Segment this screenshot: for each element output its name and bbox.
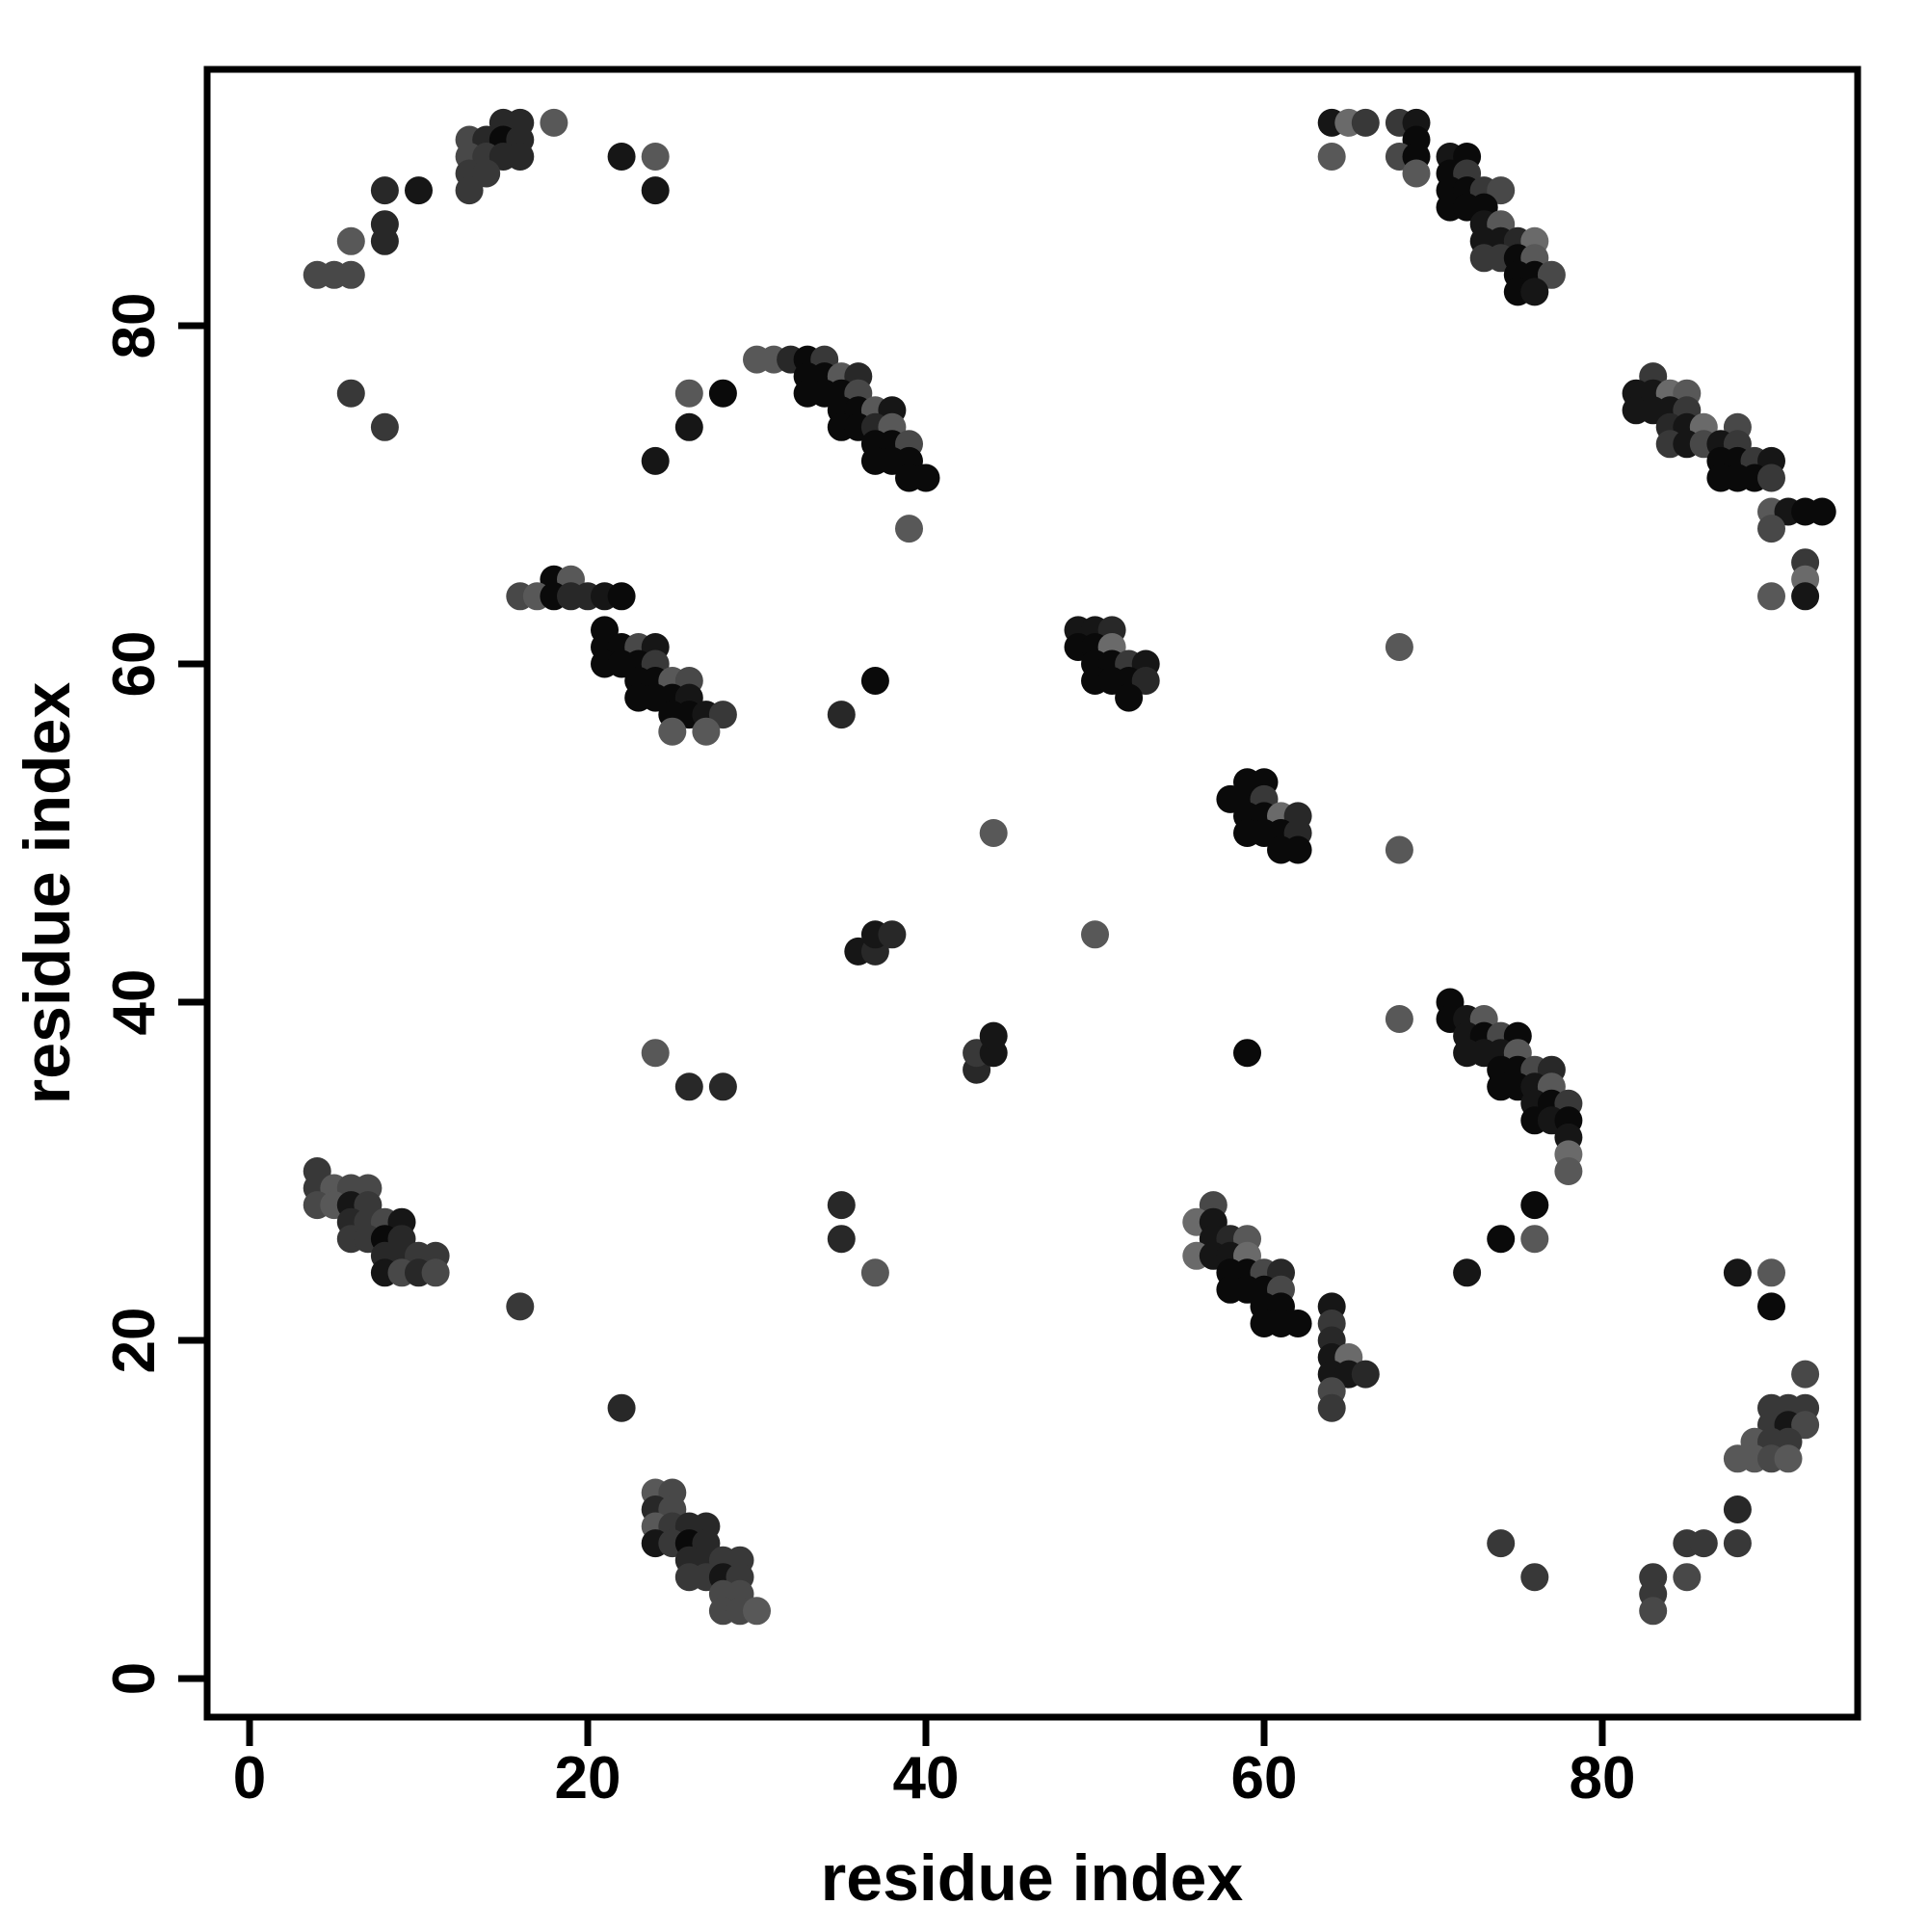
data-point: [674, 1072, 703, 1101]
data-points: [303, 108, 1836, 1626]
data-point: [1791, 582, 1820, 611]
y-axis-title: residue index: [11, 682, 84, 1105]
data-point: [674, 379, 703, 408]
data-point: [1757, 582, 1785, 611]
y-tick-label: 40: [101, 969, 168, 1036]
data-point: [911, 463, 940, 492]
data-point: [860, 667, 889, 695]
data-point: [506, 143, 535, 171]
data-point: [540, 108, 568, 137]
data-point: [1791, 1360, 1820, 1389]
data-point: [1385, 633, 1413, 661]
data-point: [1317, 1393, 1346, 1422]
data-point: [1757, 1292, 1785, 1321]
data-point: [708, 379, 737, 408]
data-point: [1487, 1225, 1516, 1254]
data-point: [1723, 1495, 1752, 1523]
data-point: [370, 176, 399, 205]
x-axis-title: residue index: [821, 1841, 1244, 1915]
data-point: [1723, 1258, 1752, 1287]
data-point: [1520, 1191, 1549, 1220]
data-point: [979, 1021, 1008, 1050]
data-point: [979, 819, 1008, 847]
data-point: [1351, 1360, 1380, 1389]
data-point: [1673, 1563, 1702, 1592]
data-point: [1723, 1529, 1752, 1558]
data-point: [1520, 278, 1549, 306]
y-tick-label: 80: [101, 293, 168, 359]
data-point: [1283, 1310, 1312, 1337]
data-point: [641, 1039, 670, 1068]
data-point: [827, 1225, 856, 1254]
data-point: [1131, 667, 1160, 695]
data-point: [743, 1597, 771, 1626]
data-point: [1791, 1411, 1820, 1440]
data-point: [674, 412, 703, 441]
y-tick-label: 20: [101, 1308, 168, 1374]
data-point: [827, 1191, 856, 1220]
x-tick-label: 40: [893, 1745, 960, 1812]
data-point: [1233, 1039, 1261, 1068]
data-point: [895, 515, 923, 543]
data-point: [1639, 1597, 1668, 1626]
data-point: [607, 143, 636, 171]
data-point: [607, 582, 636, 611]
data-point: [1283, 835, 1312, 864]
data-point: [370, 226, 399, 255]
data-point: [1402, 159, 1431, 188]
data-point: [455, 176, 484, 205]
data-point: [827, 701, 856, 729]
y-tick-label: 0: [101, 1662, 168, 1695]
data-point: [641, 446, 670, 475]
data-point: [1757, 515, 1785, 543]
data-point: [1351, 108, 1380, 137]
data-point: [1081, 920, 1109, 949]
plot-box: [203, 66, 1861, 1721]
axis-ticks: [178, 322, 1606, 1746]
data-point: [370, 412, 399, 441]
data-point: [1808, 497, 1836, 526]
x-tick-label: 60: [1231, 1745, 1298, 1812]
data-point: [405, 176, 433, 205]
y-tick-label: 60: [101, 631, 168, 698]
data-point: [1689, 1529, 1718, 1558]
data-point: [708, 701, 737, 729]
data-point: [421, 1258, 450, 1287]
data-point: [878, 920, 907, 949]
data-point: [1385, 1005, 1413, 1033]
x-tick-label: 20: [555, 1745, 621, 1812]
data-point: [1385, 835, 1413, 864]
data-point: [1520, 1225, 1549, 1254]
data-point: [1317, 143, 1346, 171]
data-point: [1487, 1529, 1516, 1558]
data-point: [1554, 1157, 1583, 1185]
data-point: [641, 176, 670, 205]
data-point: [708, 1072, 737, 1101]
data-point: [641, 143, 670, 171]
data-point: [1757, 1258, 1785, 1287]
data-point: [692, 717, 721, 746]
data-point: [1520, 1563, 1549, 1592]
data-point: [1537, 260, 1566, 289]
data-point: [506, 1292, 535, 1321]
data-point: [607, 1393, 636, 1422]
axis-tick-labels: 0 20 40 60 80 0 20 40 60 80: [101, 293, 1635, 1812]
data-point: [1774, 1444, 1803, 1473]
data-point: [336, 226, 365, 255]
x-tick-label: 0: [233, 1745, 266, 1812]
data-point: [336, 260, 365, 289]
data-point: [658, 717, 687, 746]
data-point: [336, 379, 365, 408]
data-point: [1453, 1258, 1482, 1287]
data-point: [1115, 683, 1144, 712]
data-point: [860, 1258, 889, 1287]
x-tick-label: 80: [1570, 1745, 1636, 1812]
data-point: [1757, 463, 1785, 492]
data-point: [472, 159, 501, 188]
